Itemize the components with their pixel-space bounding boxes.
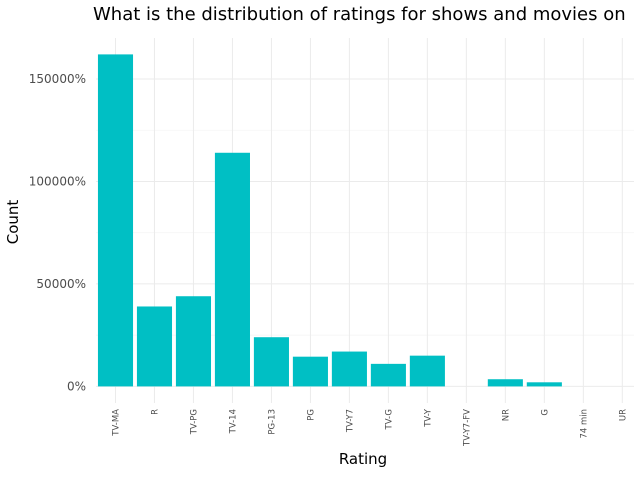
y-tick-label: 0% [67, 379, 86, 393]
x-tick-label: TV-PG [189, 409, 199, 435]
bar-tv-y7 [331, 351, 367, 387]
y-tick-label: 50000% [36, 277, 86, 291]
x-tick-label: TV-Y [423, 408, 433, 428]
bars [97, 54, 562, 387]
x-tick-label: PG [306, 409, 316, 421]
x-axis-ticks: TV-MA R TV-PG TV-14 PG-13 PG TV-Y7 TV-G TV-Y TV-Y… [111, 408, 628, 447]
bar-tv-pg [175, 296, 212, 387]
bar-tv-14 [214, 152, 250, 387]
bar-nr [487, 379, 523, 387]
y-tick-label: 150000% [29, 72, 86, 86]
grid-lines [96, 38, 634, 403]
y-tick-label: 100000% [29, 174, 86, 188]
x-tick-label: G [540, 409, 550, 416]
bar-g [526, 382, 562, 387]
x-tick-label: 74 min [579, 409, 589, 439]
y-axis-title: Count [4, 200, 22, 245]
x-tick-label: PG-13 [267, 409, 277, 435]
chart-title: What is the distribution of ratings for … [93, 4, 626, 25]
x-tick-label: TV-MA [111, 409, 121, 437]
x-tick-label: TV-14 [228, 409, 238, 434]
bar-r [136, 306, 173, 387]
bar-tv-ma [97, 54, 134, 387]
bar-pg [292, 356, 328, 387]
x-tick-label: TV-G [384, 409, 394, 430]
bar-pg-13 [253, 337, 289, 387]
x-tick-label: R [150, 409, 160, 415]
bar-tv-g [370, 363, 406, 387]
x-tick-label: TV-Y7-FV [462, 409, 472, 447]
x-tick-label: UR [618, 409, 628, 421]
x-tick-label: TV-Y7 [345, 409, 355, 433]
bar-tv-y [409, 355, 445, 387]
x-tick-label: NR [501, 409, 511, 421]
x-axis-title: Rating [339, 450, 387, 468]
y-axis-ticks: 0% 50000% 100000% 150000% [29, 72, 86, 393]
